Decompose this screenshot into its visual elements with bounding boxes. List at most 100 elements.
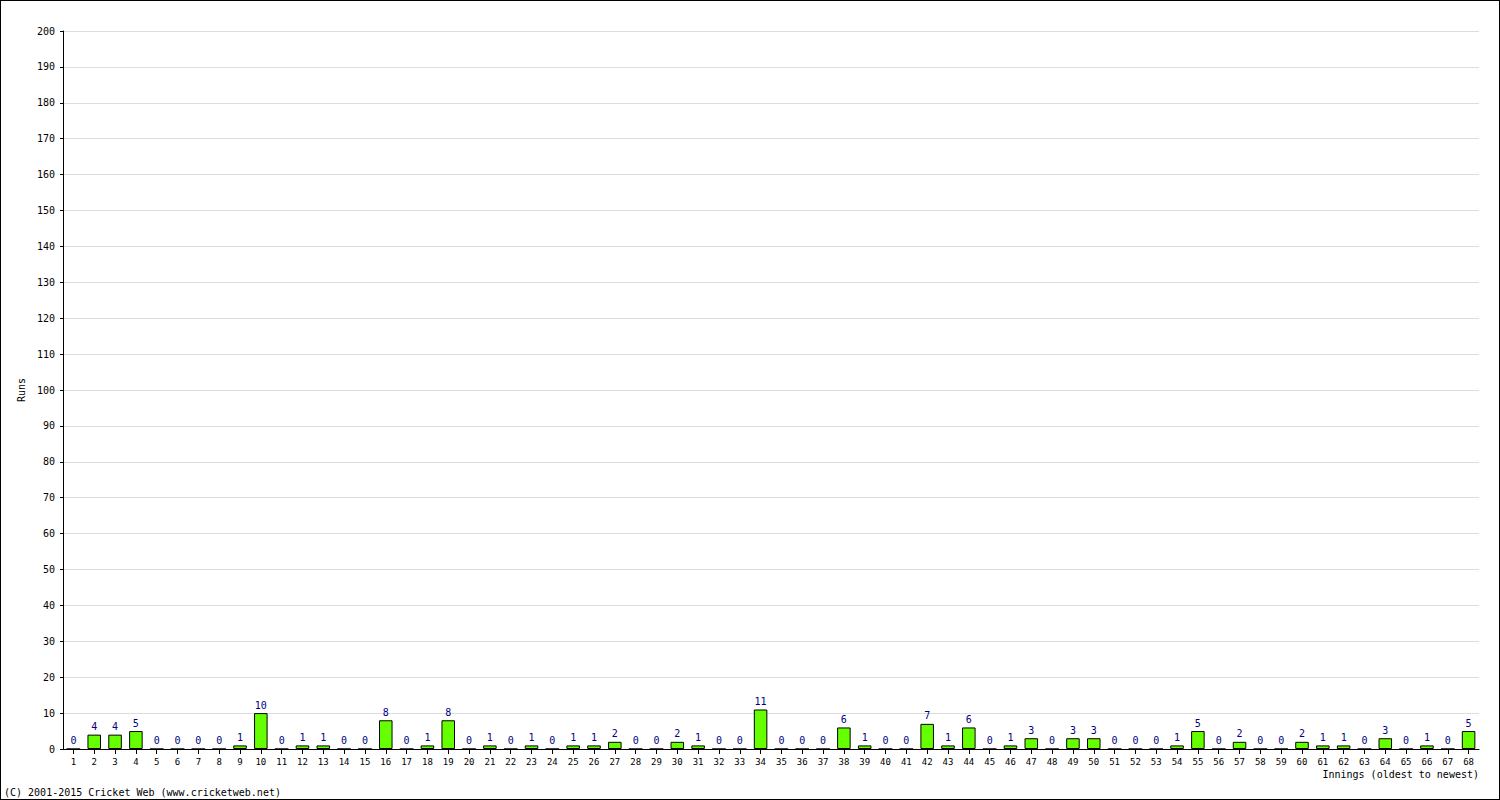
svg-text:6: 6 [175,757,180,767]
svg-text:11: 11 [276,757,287,767]
svg-text:2: 2 [1299,728,1305,739]
svg-text:50: 50 [1088,757,1099,767]
svg-text:6: 6 [966,714,972,725]
svg-text:58: 58 [1255,757,1266,767]
svg-text:1: 1 [1424,732,1430,743]
svg-text:0: 0 [1112,735,1118,746]
svg-text:Innings (oldest to newest): Innings (oldest to newest) [1322,769,1479,780]
svg-text:11: 11 [755,696,767,707]
svg-text:1: 1 [945,732,951,743]
svg-text:0: 0 [195,735,201,746]
svg-text:0: 0 [549,735,555,746]
svg-text:1: 1 [1341,732,1347,743]
svg-text:16: 16 [380,757,391,767]
svg-text:2: 2 [92,757,97,767]
svg-text:0: 0 [175,735,181,746]
svg-text:19: 19 [443,757,454,767]
svg-text:0: 0 [737,735,743,746]
svg-text:200: 200 [37,26,55,37]
svg-text:1: 1 [1174,732,1180,743]
svg-text:31: 31 [693,757,704,767]
svg-text:1: 1 [1320,732,1326,743]
svg-text:0: 0 [1445,735,1451,746]
svg-text:13: 13 [318,757,329,767]
svg-text:4: 4 [91,721,97,732]
svg-text:0: 0 [1153,735,1159,746]
svg-text:54: 54 [1172,757,1183,767]
svg-text:0: 0 [987,735,993,746]
svg-text:0: 0 [508,735,514,746]
svg-text:15: 15 [360,757,371,767]
svg-text:0: 0 [1361,735,1367,746]
svg-text:1: 1 [424,732,430,743]
svg-text:0: 0 [820,735,826,746]
svg-text:22: 22 [505,757,516,767]
svg-text:0: 0 [1403,735,1409,746]
svg-text:44: 44 [963,757,974,767]
svg-text:10: 10 [255,700,267,711]
svg-text:23: 23 [526,757,537,767]
svg-text:150: 150 [37,205,55,216]
svg-text:0: 0 [49,744,55,755]
svg-text:40: 40 [43,600,55,611]
svg-text:10: 10 [255,757,266,767]
svg-text:41: 41 [901,757,912,767]
svg-text:1: 1 [299,732,305,743]
svg-text:45: 45 [984,757,995,767]
svg-text:0: 0 [466,735,472,746]
svg-text:46: 46 [1005,757,1016,767]
svg-text:63: 63 [1359,757,1370,767]
svg-text:0: 0 [633,735,639,746]
svg-text:110: 110 [37,349,55,360]
svg-text:0: 0 [216,735,222,746]
svg-text:2: 2 [674,728,680,739]
svg-text:26: 26 [589,757,600,767]
svg-text:17: 17 [401,757,412,767]
svg-text:27: 27 [609,757,620,767]
svg-text:70: 70 [43,492,55,503]
svg-text:0: 0 [883,735,889,746]
svg-text:0: 0 [799,735,805,746]
svg-text:0: 0 [903,735,909,746]
svg-text:8: 8 [445,707,451,718]
svg-text:1: 1 [591,732,597,743]
svg-text:39: 39 [859,757,870,767]
svg-text:120: 120 [37,313,55,324]
svg-text:3: 3 [1028,725,1034,736]
svg-text:0: 0 [778,735,784,746]
svg-text:90: 90 [43,420,55,431]
svg-text:3: 3 [1070,725,1076,736]
svg-text:4: 4 [112,721,118,732]
svg-text:8: 8 [383,707,389,718]
svg-text:1: 1 [71,757,76,767]
svg-text:65: 65 [1401,757,1412,767]
svg-text:0: 0 [1278,735,1284,746]
svg-text:1: 1 [570,732,576,743]
svg-text:10: 10 [43,708,55,719]
svg-text:49: 49 [1068,757,1079,767]
svg-text:48: 48 [1047,757,1058,767]
svg-text:140: 140 [37,241,55,252]
svg-text:100: 100 [37,385,55,396]
svg-text:0: 0 [404,735,410,746]
svg-text:3: 3 [1091,725,1097,736]
svg-text:66: 66 [1422,757,1433,767]
svg-text:1: 1 [320,732,326,743]
svg-text:1: 1 [487,732,493,743]
svg-text:60: 60 [43,528,55,539]
svg-text:0: 0 [154,735,160,746]
svg-text:160: 160 [37,169,55,180]
svg-text:5: 5 [1195,718,1201,729]
svg-text:20: 20 [43,672,55,683]
svg-text:0: 0 [1216,735,1222,746]
svg-text:60: 60 [1297,757,1308,767]
svg-text:33: 33 [734,757,745,767]
svg-text:51: 51 [1109,757,1120,767]
svg-text:59: 59 [1276,757,1287,767]
svg-text:0: 0 [362,735,368,746]
svg-text:32: 32 [714,757,725,767]
svg-text:28: 28 [630,757,641,767]
svg-text:0: 0 [341,735,347,746]
svg-text:1: 1 [862,732,868,743]
svg-text:3: 3 [112,757,117,767]
